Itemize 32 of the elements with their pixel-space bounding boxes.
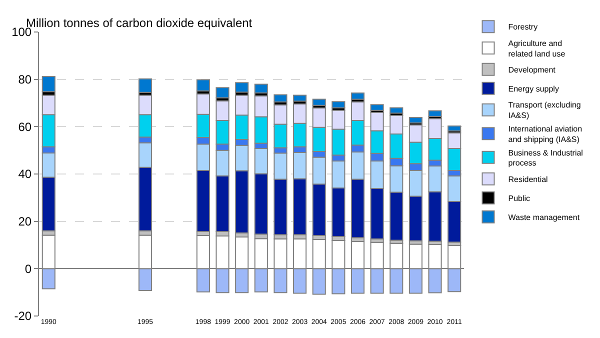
bar <box>254 84 268 94</box>
y-tick-label: -20 <box>14 309 32 324</box>
bar <box>408 116 422 124</box>
legend-label: Business & Industrial process <box>508 148 584 168</box>
bar <box>390 107 404 114</box>
legend-label: International aviation and shipping (IA&S) <box>508 124 582 144</box>
y-tick-label: 40 <box>18 167 32 182</box>
legend-label: Waste management <box>508 212 580 222</box>
bar <box>196 79 210 92</box>
bar <box>428 110 442 117</box>
bar <box>312 98 326 106</box>
legend-label: Transport (excluding IA&S) <box>508 100 581 120</box>
bar <box>274 94 288 102</box>
bar <box>448 125 462 132</box>
bar <box>42 76 56 92</box>
y-tick-label: 0 <box>24 262 32 276</box>
bar <box>370 104 384 111</box>
bar <box>293 94 307 102</box>
legend-label: Development <box>508 66 556 75</box>
bar <box>332 101 346 108</box>
legend-label: Residential <box>508 174 548 184</box>
bar <box>235 82 249 93</box>
bar <box>138 78 152 93</box>
bar <box>350 92 365 100</box>
y-tick-label: 20 <box>18 214 32 229</box>
bar <box>216 87 230 98</box>
legend-label: Energy supply <box>508 84 559 94</box>
y-tick-label: 80 <box>18 72 32 87</box>
legend-label: Public <box>508 194 530 203</box>
y-tick-label: 60 <box>18 120 32 134</box>
legend-label: Forestry <box>508 22 538 32</box>
legend-label: Agriculture and related land use <box>508 38 566 58</box>
